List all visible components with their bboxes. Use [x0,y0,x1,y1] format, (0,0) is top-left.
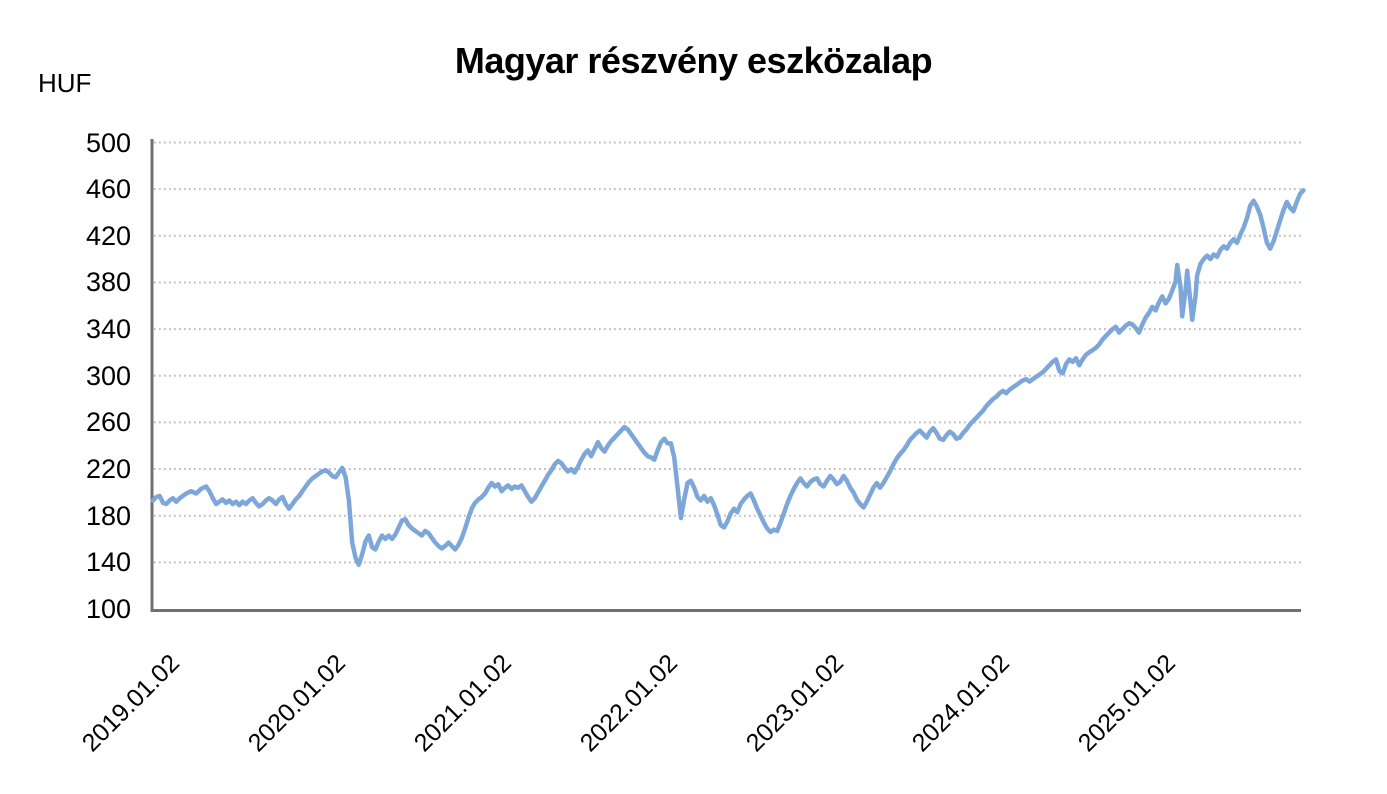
y-tick-label-500: 500 [85,127,131,158]
y-tick-label-140: 140 [85,547,131,578]
y-tick-label-180: 180 [85,500,131,531]
y-tick-label-260: 260 [85,407,131,438]
y-tick-label-220: 220 [85,454,131,485]
y-tick-label-300: 300 [85,360,131,391]
y-tick-label-420: 420 [85,220,131,251]
y-tick-label-100: 100 [85,594,131,624]
y-tick-label-340: 340 [85,314,131,345]
y-tick-label-460: 460 [85,174,131,205]
y-axis-unit-label: HUF [38,68,92,98]
chart-title: Magyar részvény eszközalap [454,40,933,81]
price-line [150,188,1306,567]
y-tick-label-380: 380 [85,267,131,298]
